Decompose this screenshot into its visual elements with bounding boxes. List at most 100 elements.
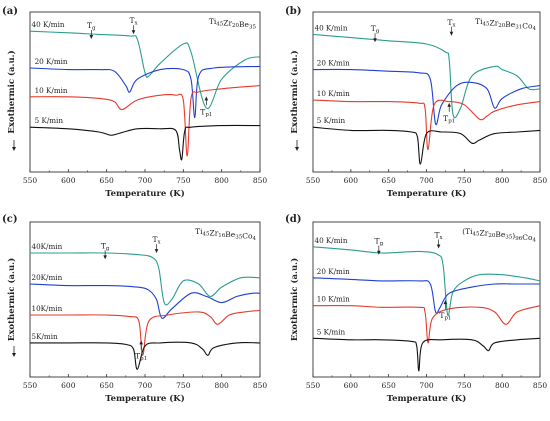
annotation-label: Tp1 (135, 351, 147, 362)
annotation-arrowhead (436, 244, 441, 249)
title-part: Zr (480, 229, 489, 238)
panel-d: (d) 550 600 650 700 750 800 850 Temperature (K) E… (285, 214, 547, 404)
annotation-Tx: Tx (447, 18, 456, 36)
series-line-20K/min (29, 283, 261, 319)
annotation-arrowhead (89, 35, 94, 39)
title-part: Co (522, 22, 533, 31)
annotation-label: Tx (152, 235, 161, 246)
y-axis-label: Exothermic (a.u.) (6, 258, 17, 341)
x-tick-label: 850 (533, 381, 548, 390)
title-part: 4 (533, 26, 537, 32)
series-line-10-K/min (312, 99, 541, 151)
annotation-arrowhead (377, 250, 381, 255)
rate-label: 5K/min (32, 332, 58, 341)
annotation-Tg: Tg (375, 237, 384, 255)
title-part: 35 (505, 235, 512, 241)
series-line-20-K/min (29, 65, 261, 119)
chart-title: Ti45Zr20Be35 (209, 17, 257, 31)
chart-title: Ti45Zr16Be35Co4 (195, 227, 256, 242)
annotation-Tg: Tg (87, 21, 96, 39)
rate-label: 20 K/min (317, 267, 350, 276)
x-tick-label: 850 (253, 176, 268, 185)
x-axis-label: Temperature (K) (105, 188, 184, 199)
annotation-label: Tg (371, 24, 380, 35)
exo-arrow-head (295, 147, 299, 151)
x-tick-label: 550 (23, 176, 38, 185)
rate-label: 40K/min (32, 242, 63, 251)
rate-label: 20K/min (32, 273, 63, 282)
annotation-arrowhead (139, 340, 143, 345)
rate-label: 20 K/min (35, 57, 68, 66)
x-tick-label: 700 (419, 381, 434, 390)
x-tick-label: 750 (176, 381, 191, 390)
title-part: 35 (249, 25, 256, 31)
series-line-40K/min (30, 252, 261, 306)
title-part: 45 (202, 232, 209, 238)
title-part: 45 (216, 22, 223, 28)
title-part: ) (512, 232, 515, 241)
annotation-arrowhead (204, 96, 209, 101)
x-tick-label: 800 (215, 381, 230, 390)
rate-label: 5 K/min (317, 116, 346, 125)
title-part: 35 (235, 235, 242, 241)
annotation-label: Tx (129, 16, 138, 27)
rate-label: 40 K/min (315, 23, 348, 32)
title-part: (Ti (462, 227, 473, 236)
annotation-Tx: Tx (435, 231, 444, 249)
title-part: Zr (223, 19, 232, 28)
panel-label: (c) (2, 214, 18, 225)
title-part: Zr (489, 19, 498, 28)
x-axis-label: Temperature (K) (387, 188, 466, 199)
title-part: Be (225, 230, 236, 239)
rate-label: 10 K/min (35, 86, 68, 95)
x-tick-label: 750 (457, 381, 472, 390)
x-tick-label: 600 (61, 381, 76, 390)
x-axis-label: Temperature (K) (105, 393, 184, 404)
x-tick-label: 800 (215, 176, 230, 185)
annotation-Tp1: Tp1 (135, 340, 147, 362)
annotation-label: Tg (101, 241, 110, 252)
chart-title: (Ti45Zr20Be35)96Co4 (462, 227, 536, 244)
x-tick-label: 850 (533, 176, 548, 185)
annotation-label: Tp1 (200, 107, 212, 118)
rate-label: 20 K/min (317, 59, 350, 68)
panel-label: (b) (285, 6, 301, 17)
x-tick-label: 750 (176, 176, 191, 185)
panel-label: (d) (285, 214, 301, 225)
x-tick-label: 750 (457, 176, 472, 185)
title-part: Ti (195, 227, 203, 236)
series-line-5-K/min (312, 126, 541, 165)
panel-a: (a) 550 600 650 700 750 800 850 Temperature (K) E… (2, 6, 267, 199)
title-part: 31 (515, 25, 522, 31)
annotation-arrowhead (447, 102, 451, 107)
series-line-40-K/min (312, 246, 541, 317)
annotation-arrowhead (154, 249, 159, 254)
rate-label: 10K/min (32, 304, 63, 313)
x-tick-label: 550 (306, 381, 321, 390)
title-part: Be (505, 20, 516, 29)
x-tick-label: 800 (495, 381, 510, 390)
annotation-Tp1: Tp1 (439, 300, 451, 322)
annotation-Tp1: Tp1 (443, 102, 455, 125)
title-part: 45 (473, 232, 480, 238)
rate-label: 10 K/min (317, 295, 350, 304)
panel-b: (b) 550 600 650 700 750 800 850 Temperature (K) E… (285, 6, 547, 199)
panel-c: (c) 550 600 650 700 750 800 850 Temperature (K) E… (2, 214, 267, 404)
annotation-arrowhead (443, 300, 448, 305)
annotation-label: Tp1 (443, 114, 455, 125)
series-line-5K/min (29, 341, 261, 370)
title-part: Be (495, 230, 506, 239)
x-tick-label: 650 (100, 176, 115, 185)
annotation-arrowhead (131, 30, 136, 35)
x-tick-label: 550 (23, 381, 38, 390)
x-tick-label: 650 (382, 381, 397, 390)
x-tick-label: 650 (382, 176, 397, 185)
annotation-arrowhead (103, 255, 107, 260)
rate-label: 5 K/min (35, 116, 64, 125)
title-part: 20 (498, 23, 505, 29)
title-part: 96 (515, 236, 522, 242)
annotation-label: Tg (87, 21, 96, 32)
panel-label: (a) (2, 6, 18, 17)
series-line-10-K/min (29, 85, 261, 157)
